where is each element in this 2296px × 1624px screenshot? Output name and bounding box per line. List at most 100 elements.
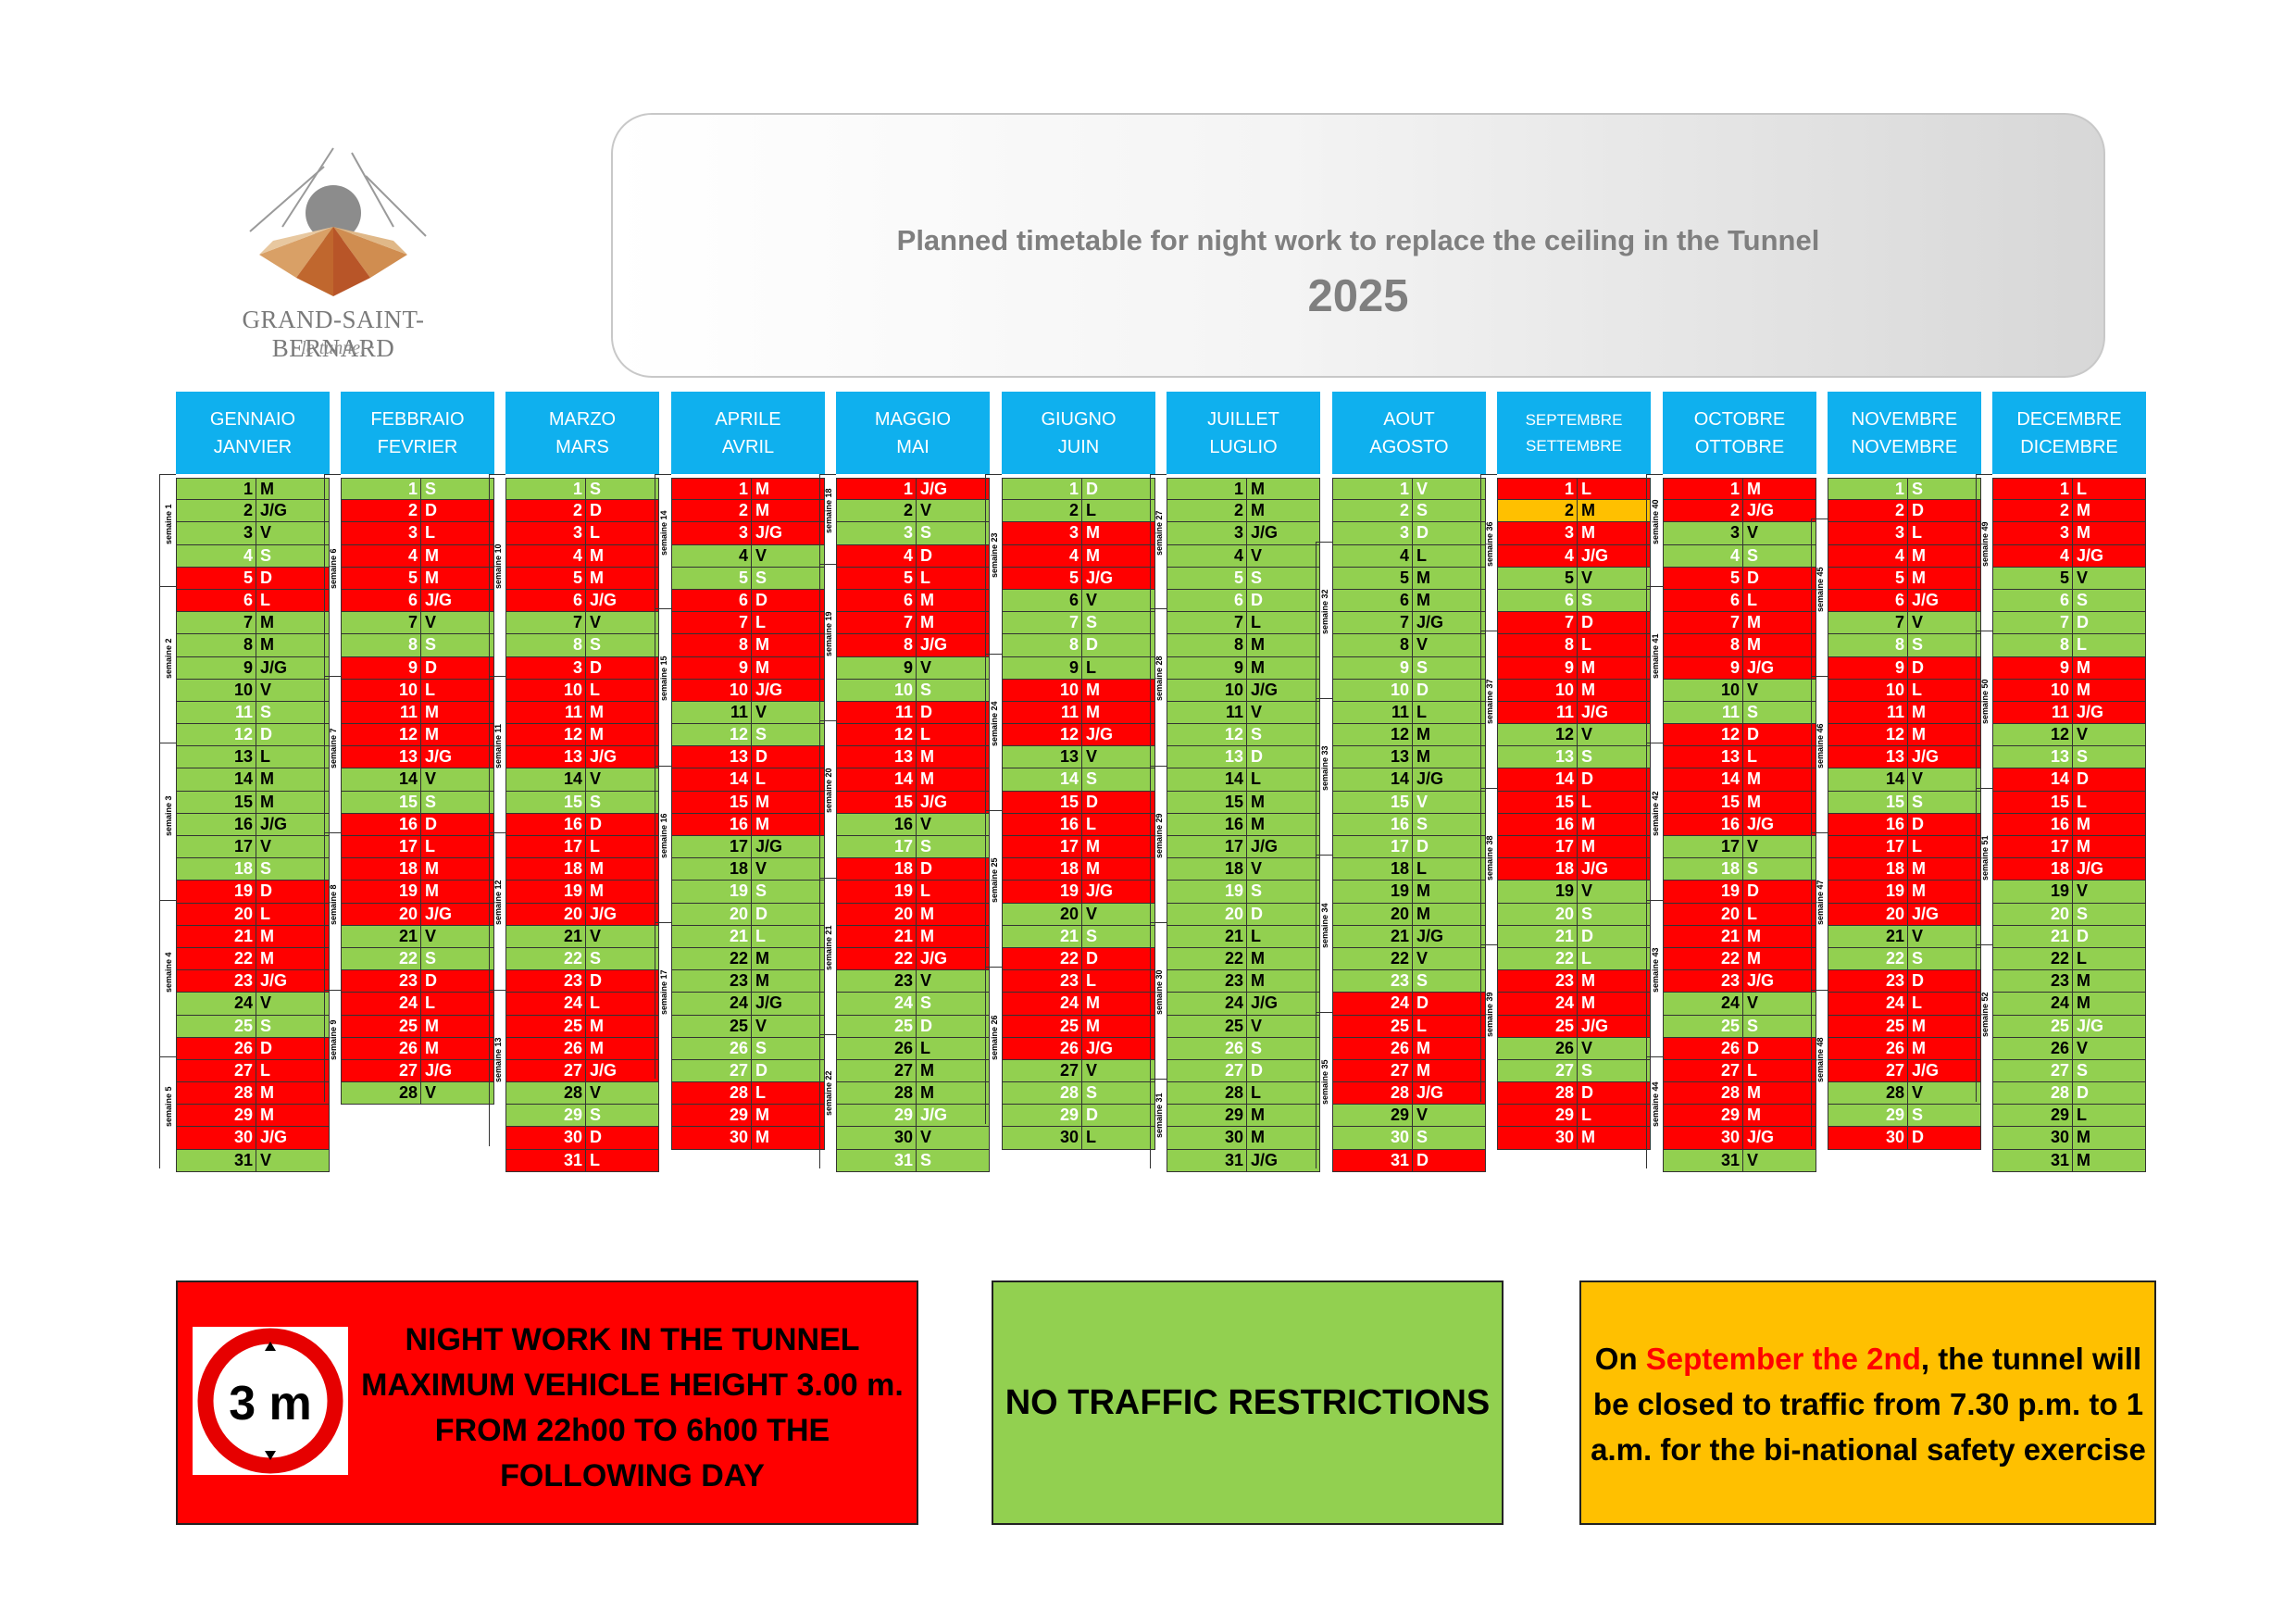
day-cell: 22 M (176, 947, 330, 971)
day-number: 5 (1333, 567, 1413, 589)
day-cell: 2 J/G (176, 500, 330, 523)
legend-orange-suffix: , the tunnel will be closed to traffic f… (1591, 1342, 2146, 1467)
week-label: semaine 16 (659, 813, 668, 858)
day-letter: L (2077, 948, 2087, 968)
month-name-secondary: OTTOBRE (1694, 436, 1785, 457)
day-cell: 8 J/G (836, 634, 990, 657)
day-cell: 28 L (1167, 1082, 1320, 1106)
day-letter: V (1581, 568, 1593, 587)
day-letter: L (590, 993, 600, 1013)
day-number: 27 (837, 1059, 917, 1082)
day-cell: 10 D (1332, 679, 1486, 702)
day-cell: 11 M (1828, 701, 1981, 725)
day-letter: D (1912, 501, 1924, 520)
day-letter: M (1581, 1128, 1595, 1147)
day-cell: 22 S (1828, 947, 1981, 971)
day-number: 30 (1003, 1127, 1082, 1149)
day-number: 25 (1167, 1015, 1247, 1037)
day-cell: 12 D (1663, 724, 1816, 747)
day-letter: M (2077, 1150, 2090, 1169)
day-letter: V (590, 769, 602, 789)
week-label: semaine 29 (1154, 813, 1164, 858)
day-number: 24 (1828, 993, 1908, 1015)
day-number: 5 (1664, 567, 1743, 589)
day-letter: D (2077, 613, 2089, 632)
day-letter: D (1747, 568, 1759, 587)
day-number: 29 (672, 1105, 752, 1127)
day-number: 22 (1333, 947, 1413, 970)
day-number: 16 (1498, 813, 1578, 835)
day-cell: 13 D (1167, 746, 1320, 769)
day-cell: 17 J/G (671, 836, 825, 859)
day-letter: S (1086, 769, 1098, 789)
day-letter: M (2077, 523, 2090, 543)
day-cell: 11 J/G (1992, 701, 2146, 725)
day-cell: 27 S (1497, 1059, 1651, 1083)
day-letter: J/G (1416, 613, 1444, 632)
day-number: 2 (1828, 500, 1908, 522)
day-cell: 21 M (836, 925, 990, 948)
day-number: 31 (1167, 1149, 1247, 1171)
day-cell: 22 M (1167, 947, 1320, 971)
day-cell: 24 V (176, 993, 330, 1016)
day-number: 4 (1003, 544, 1082, 567)
week-marker: semaine 3 (159, 743, 176, 900)
day-cell: 18 M (1002, 858, 1155, 881)
day-letter: L (590, 523, 600, 543)
week-label: semaine 2 (164, 638, 173, 680)
day-cell: 19 D (176, 881, 330, 904)
week-label: semaine 40 (1651, 499, 1660, 544)
day-number: 27 (1498, 1059, 1578, 1082)
day-cell: 10 M (1497, 679, 1651, 702)
day-cell: 12 D (176, 724, 330, 747)
day-number: 16 (177, 813, 256, 835)
week-marker: semaine 29 (1150, 765, 1167, 922)
day-cell: 29 M (1663, 1105, 1816, 1128)
day-cell: 10 L (341, 679, 494, 702)
day-letter: D (590, 501, 602, 520)
day-number: 12 (1498, 724, 1578, 746)
day-number: 5 (342, 567, 421, 589)
day-letter: D (1912, 971, 1924, 991)
day-cell: 13 M (1332, 746, 1486, 769)
day-letter: S (920, 523, 932, 543)
day-number: 18 (1167, 858, 1247, 881)
day-cell: 28 L (671, 1082, 825, 1106)
day-number: 29 (1498, 1105, 1578, 1127)
day-number: 26 (1167, 1037, 1247, 1059)
day-number: 4 (1333, 544, 1413, 567)
day-cell: 16 S (1332, 813, 1486, 836)
day-letter: M (920, 926, 934, 945)
day-letter: L (1581, 1106, 1591, 1125)
week-marker: semaine 24 (985, 653, 1002, 810)
day-letter: M (425, 725, 439, 744)
logo-tagline: · le tunnel · (292, 338, 375, 358)
day-letter: L (2077, 635, 2087, 655)
day-number: 17 (1664, 836, 1743, 858)
week-label: semaine 9 (329, 1019, 338, 1060)
day-cell: 29 M (671, 1105, 825, 1128)
day-letter: M (1416, 747, 1430, 767)
day-number: 20 (506, 903, 586, 925)
day-number: 12 (1828, 724, 1908, 746)
day-number: 16 (342, 813, 421, 835)
day-letter: J/G (920, 635, 948, 655)
day-number: 7 (837, 612, 917, 634)
week-label: semaine 49 (1980, 521, 1990, 568)
day-number: 5 (1828, 567, 1908, 589)
day-number: 9 (1498, 656, 1578, 679)
day-cell: 13 S (1497, 746, 1651, 769)
week-label: semaine 20 (824, 768, 833, 814)
day-letter: S (755, 725, 767, 744)
day-letter: L (1747, 590, 1757, 609)
day-cell: 20 D (1167, 903, 1320, 926)
day-number: 12 (837, 724, 917, 746)
day-number: 27 (342, 1059, 421, 1082)
day-letter: S (1581, 1060, 1593, 1080)
day-letter: S (1747, 859, 1759, 879)
